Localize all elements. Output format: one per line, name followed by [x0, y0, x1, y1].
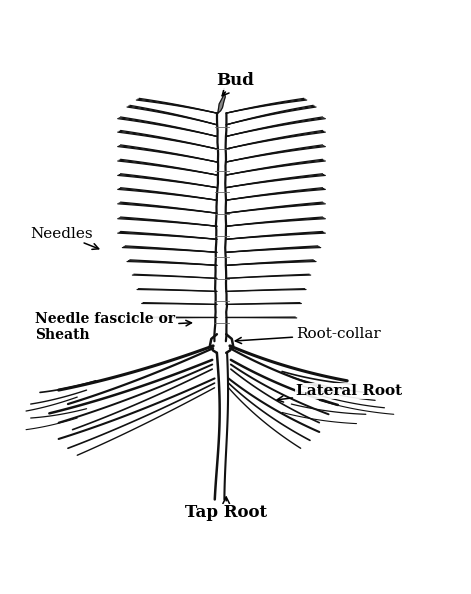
Text: Lateral Root: Lateral Root	[277, 384, 402, 402]
Text: Needles: Needles	[31, 227, 99, 249]
Text: Tap Root: Tap Root	[185, 497, 267, 522]
Polygon shape	[218, 92, 225, 113]
Text: Needle fascicle or
Sheath: Needle fascicle or Sheath	[35, 312, 191, 342]
Text: Root-collar: Root-collar	[236, 327, 381, 343]
Text: Bud: Bud	[217, 72, 254, 96]
